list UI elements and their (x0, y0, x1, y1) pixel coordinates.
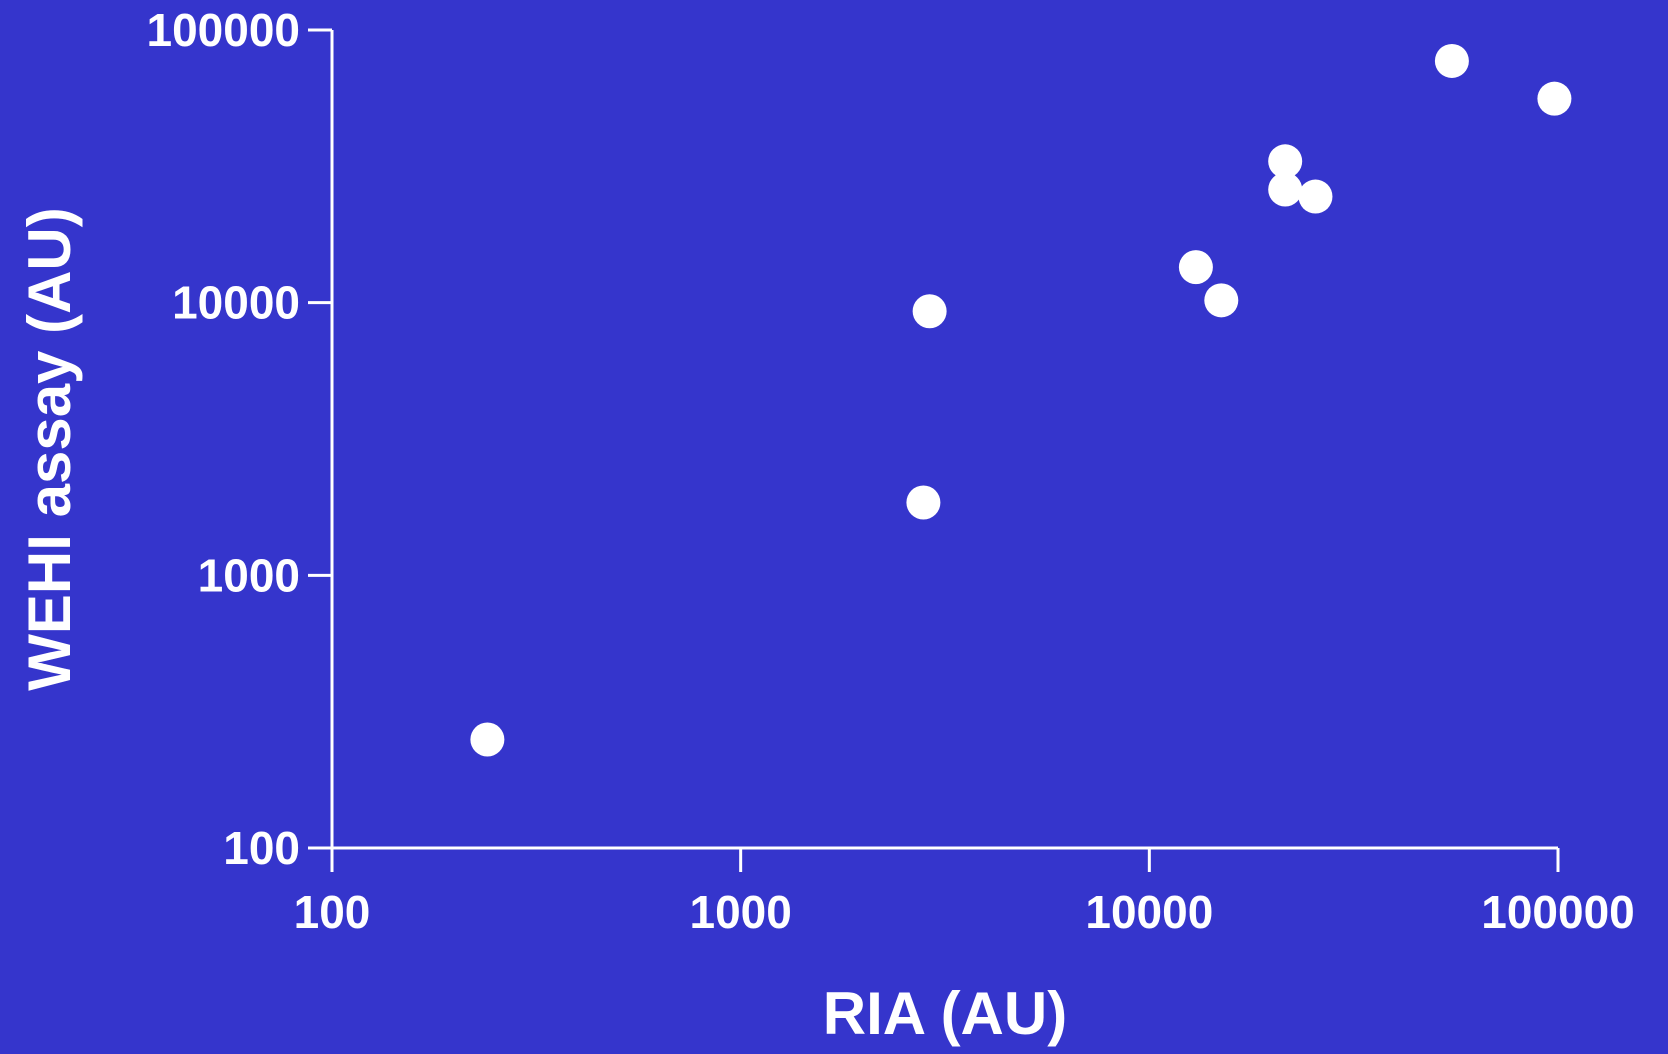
y-axis-ticks: 100 1000 10000 100000 (147, 4, 332, 874)
data-point (1434, 43, 1469, 78)
data-point (1537, 81, 1572, 116)
data-point (470, 722, 505, 757)
data-point (906, 485, 941, 520)
y-tick-label: 100000 (147, 4, 301, 56)
data-point (1298, 179, 1333, 214)
data-point (1268, 144, 1303, 179)
y-axis-label: WEHI assay (AU) (16, 207, 83, 690)
x-tick-label: 1000 (689, 886, 791, 938)
data-point (1204, 283, 1239, 318)
data-point (912, 294, 947, 329)
data-points (470, 43, 1572, 757)
data-point (1178, 250, 1213, 285)
y-tick-label: 100 (223, 822, 300, 874)
x-tick-label: 100000 (1481, 886, 1635, 938)
y-tick-label: 10000 (172, 277, 300, 329)
y-tick-label: 1000 (198, 549, 300, 601)
x-tick-label: 100 (294, 886, 371, 938)
x-axis-ticks: 100 1000 10000 100000 (294, 848, 1635, 938)
x-axis-label: RIA (AU) (823, 980, 1067, 1047)
data-point (1268, 172, 1303, 207)
x-tick-label: 10000 (1085, 886, 1213, 938)
